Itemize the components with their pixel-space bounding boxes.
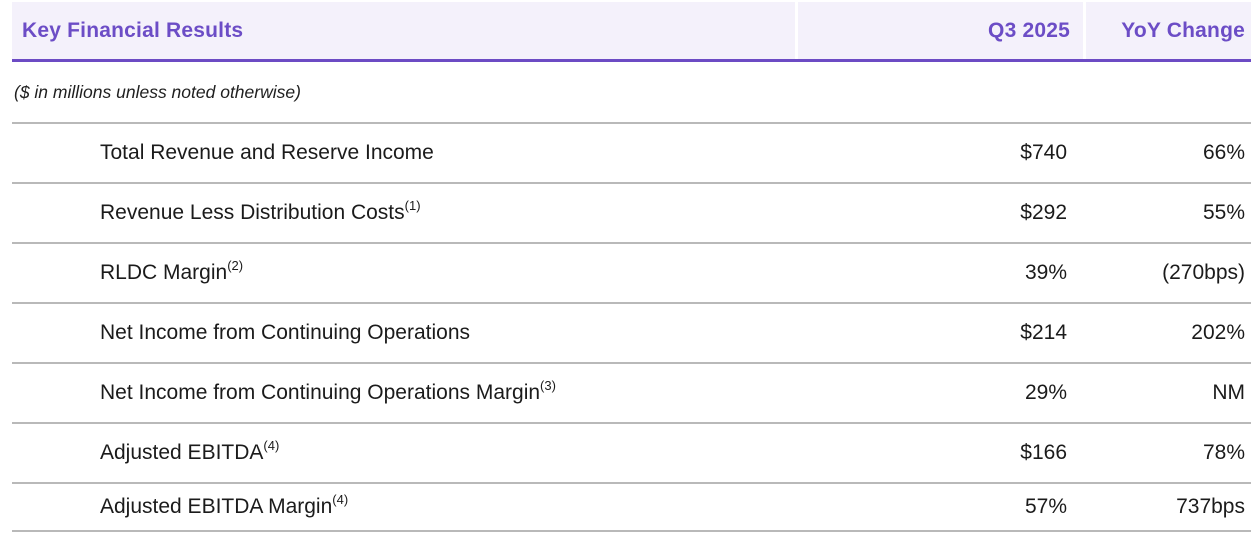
table-row-net-income-margin: Net Income from Continuing Operations Ma… bbox=[12, 364, 1251, 424]
header-column-divider bbox=[795, 2, 798, 59]
row-label: Net Income from Continuing Operations Ma… bbox=[100, 378, 556, 404]
footnote-marker: (1) bbox=[404, 198, 421, 213]
row-label: RLDC Margin(2) bbox=[100, 258, 244, 284]
column-header-yoy-change: YoY Change bbox=[1121, 18, 1245, 42]
row-value-yoy: 55% bbox=[1202, 201, 1245, 224]
table-header-row: Key Financial Results Q3 2025 YoY Change bbox=[12, 2, 1251, 62]
row-label: Total Revenue and Reserve Income bbox=[100, 141, 434, 164]
row-value-yoy: 66% bbox=[1202, 141, 1245, 164]
row-value-q3: 39% bbox=[1024, 261, 1067, 284]
units-note: ($ in millions unless noted otherwise) bbox=[14, 81, 301, 102]
row-value-yoy: 737bps bbox=[1176, 495, 1245, 518]
table-body: Total Revenue and Reserve Income $740 66… bbox=[12, 122, 1251, 532]
table-row-rldc-margin: RLDC Margin(2) 39% (270bps) bbox=[12, 244, 1251, 304]
row-label: Adjusted EBITDA(4) bbox=[100, 438, 280, 464]
table-row-total-revenue: Total Revenue and Reserve Income $740 66… bbox=[12, 124, 1251, 184]
table-row-rldc: Revenue Less Distribution Costs(1) $292 … bbox=[12, 184, 1251, 244]
table-row-adjusted-ebitda-margin: Adjusted EBITDA Margin(4) 57% 737bps bbox=[12, 484, 1251, 532]
row-value-q3: 29% bbox=[1024, 381, 1067, 404]
table-row-net-income: Net Income from Continuing Operations $2… bbox=[12, 304, 1251, 364]
table-row-adjusted-ebitda: Adjusted EBITDA(4) $166 78% bbox=[12, 424, 1251, 484]
row-label: Revenue Less Distribution Costs(1) bbox=[100, 198, 421, 224]
row-value-yoy: (270bps) bbox=[1162, 261, 1245, 284]
row-value-yoy: 78% bbox=[1202, 441, 1245, 464]
table-title: Key Financial Results bbox=[22, 18, 244, 42]
footnote-marker: (3) bbox=[540, 378, 556, 393]
row-label: Adjusted EBITDA Margin(4) bbox=[100, 492, 349, 518]
header-column-divider bbox=[1083, 2, 1086, 59]
row-label: Net Income from Continuing Operations bbox=[100, 321, 471, 344]
row-value-q3: 57% bbox=[1024, 495, 1067, 518]
row-value-q3: $292 bbox=[1020, 201, 1067, 224]
key-financial-results-table: Key Financial Results Q3 2025 YoY Change… bbox=[12, 2, 1251, 532]
footnote-marker: (4) bbox=[263, 438, 280, 453]
row-value-q3: $214 bbox=[1020, 321, 1067, 344]
row-value-yoy: NM bbox=[1212, 381, 1245, 404]
row-value-q3: $740 bbox=[1020, 141, 1067, 164]
footnote-marker: (2) bbox=[227, 258, 244, 273]
row-value-yoy: 202% bbox=[1191, 321, 1245, 344]
row-value-q3: $166 bbox=[1020, 441, 1067, 464]
column-header-q3-2025: Q3 2025 bbox=[988, 18, 1070, 42]
footnote-marker: (4) bbox=[332, 492, 349, 507]
